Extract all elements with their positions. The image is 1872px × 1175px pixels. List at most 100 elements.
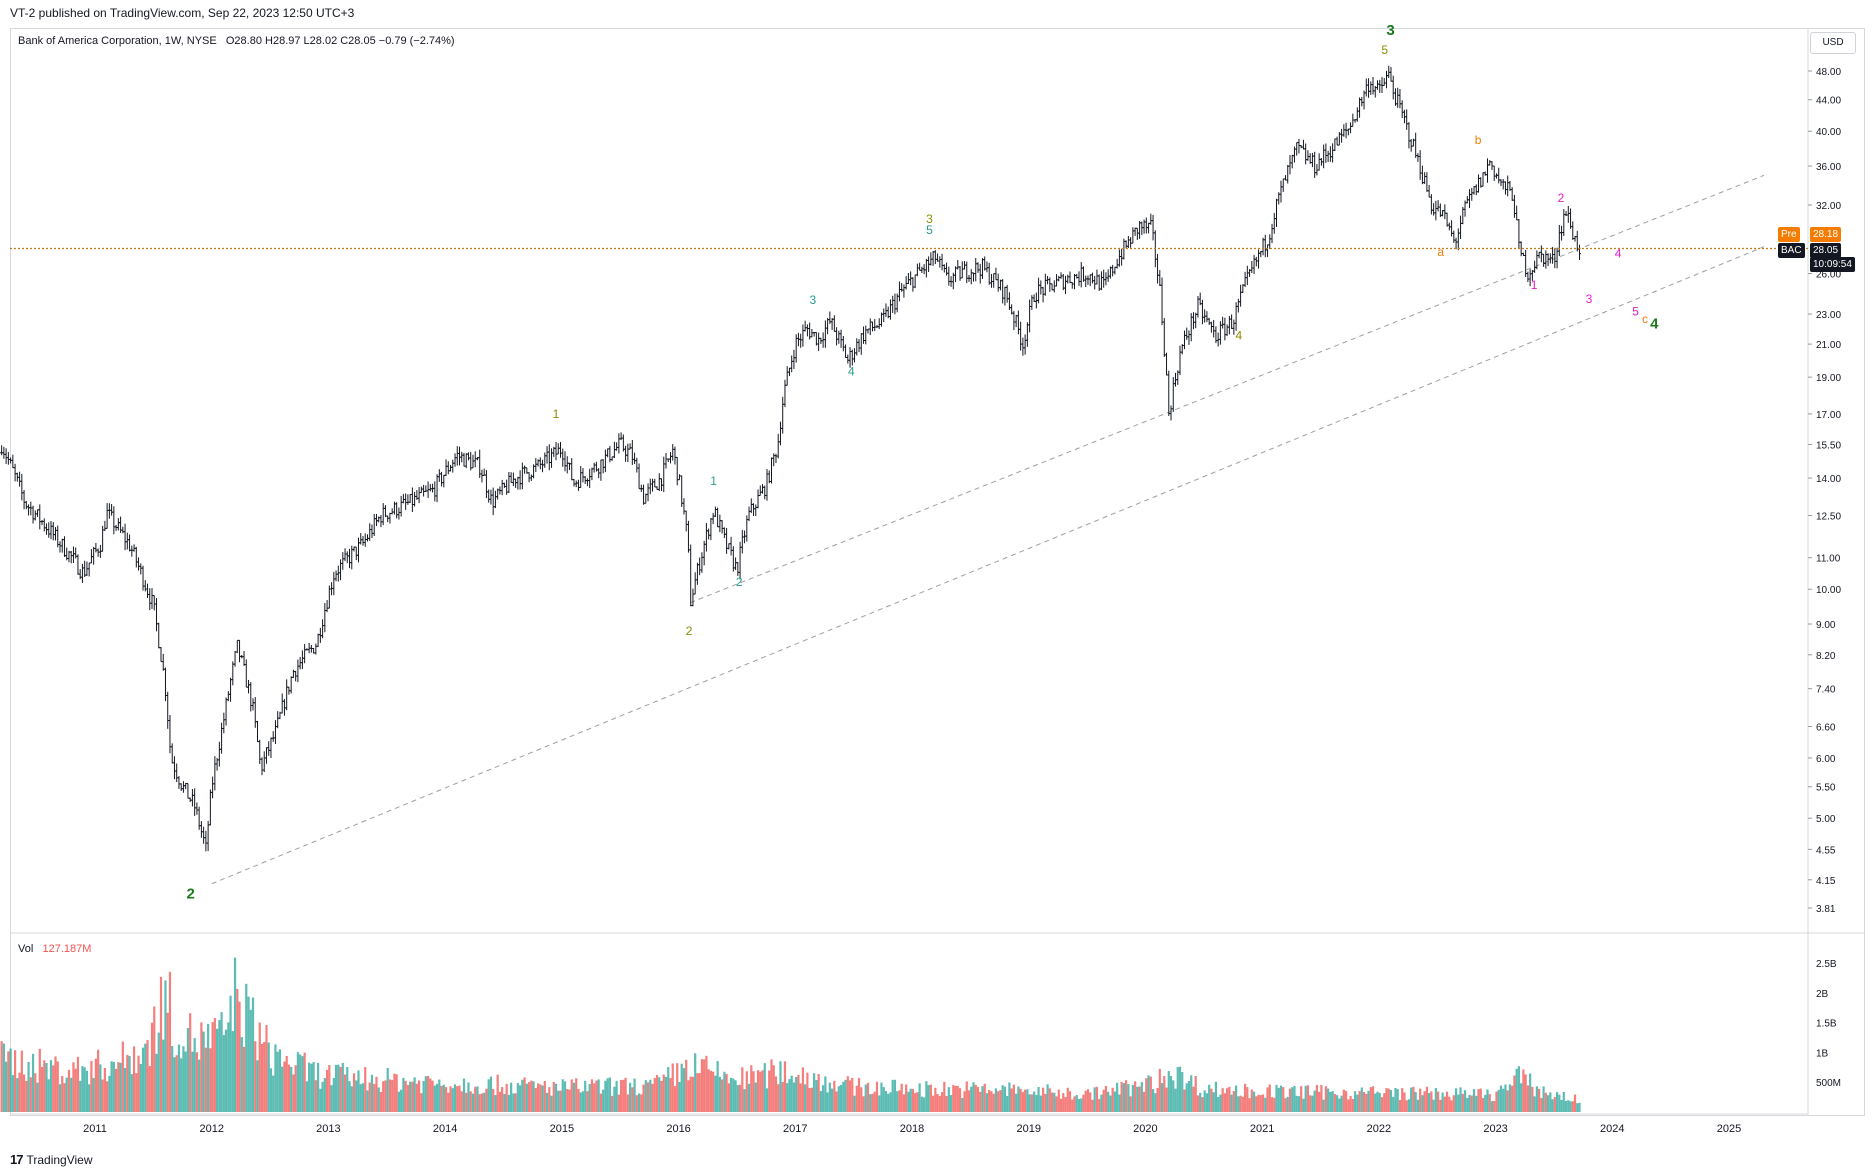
volume-bar — [213, 1018, 216, 1112]
volume-bar — [682, 1068, 686, 1112]
volume-bar — [519, 1085, 522, 1112]
volume-bar — [1252, 1091, 1256, 1112]
wave-label: 2 — [686, 624, 693, 638]
price-tick-label: 8.20 — [1816, 651, 1836, 662]
volume-bar — [1210, 1088, 1213, 1112]
volume-bar — [1336, 1095, 1339, 1112]
trendlines[interactable] — [211, 174, 1765, 885]
volume-bar — [1205, 1093, 1209, 1112]
volume-bar — [216, 1028, 219, 1112]
volume-bar — [431, 1080, 434, 1112]
volume-bar — [806, 1072, 809, 1112]
volume-bar — [388, 1079, 392, 1112]
time-axis[interactable]: 2011 2012 2013 2014 2015 2016 2017 2018 2019 2020… — [83, 1123, 1741, 1135]
volume-bar — [83, 1067, 86, 1112]
volume-bar — [409, 1081, 412, 1112]
volume-bar — [725, 1073, 728, 1112]
volume-bar — [128, 1056, 131, 1112]
volume-bar — [29, 1077, 32, 1112]
volume-bar — [1511, 1085, 1514, 1112]
volume-bar — [1515, 1068, 1518, 1112]
wave-label: 2 — [736, 575, 743, 589]
volume-bar — [106, 1081, 109, 1112]
volume-bar — [1414, 1092, 1417, 1112]
volume-bar — [680, 1063, 683, 1112]
volume-bar — [759, 1071, 762, 1112]
volume-bar — [1232, 1091, 1235, 1112]
volume-bar — [1219, 1094, 1222, 1112]
volume-bar — [516, 1083, 519, 1112]
volume-bar — [159, 976, 163, 1112]
price-tick-label: 17.00 — [1816, 410, 1841, 421]
volume-legend[interactable]: Vol 127.187M — [18, 943, 91, 955]
currency-button[interactable]: USD — [1810, 32, 1856, 54]
volume-bar — [85, 1070, 89, 1112]
volume-bar — [1353, 1091, 1357, 1112]
volume-bar — [1008, 1082, 1011, 1112]
volume-bar — [1387, 1088, 1390, 1112]
volume-bar — [709, 1070, 712, 1112]
volume-bar — [1010, 1088, 1013, 1112]
volume-bar — [1311, 1095, 1314, 1112]
time-tick-label: 2018 — [900, 1123, 924, 1135]
volume-bar — [958, 1088, 962, 1112]
volume-bar — [561, 1079, 564, 1112]
volume-bar — [1282, 1087, 1285, 1112]
volume-bar — [292, 1074, 295, 1112]
price-tick-label: 23.00 — [1816, 310, 1841, 321]
volume-bar — [1457, 1094, 1460, 1112]
volume-bar — [640, 1094, 643, 1112]
volume-bar — [974, 1084, 977, 1112]
volume-bar — [608, 1077, 611, 1112]
volume-bar — [413, 1077, 416, 1112]
volume-bar — [489, 1076, 493, 1112]
volume-bar — [586, 1091, 589, 1112]
volume-bar — [889, 1092, 892, 1112]
volume-bar — [862, 1096, 865, 1112]
volume-bar — [1006, 1096, 1009, 1112]
volume-bar — [0, 1041, 3, 1112]
volume-bar — [1237, 1096, 1240, 1112]
wave-label: 4 — [848, 364, 855, 378]
volume-tick-label: 500M — [1816, 1078, 1841, 1089]
volume-bar — [1535, 1086, 1538, 1112]
volume-bar — [1243, 1083, 1247, 1112]
volume-bar — [700, 1059, 704, 1112]
price-tick-label: 11.00 — [1816, 554, 1841, 565]
volume-bar — [350, 1086, 353, 1112]
volume-bar — [945, 1095, 948, 1112]
volume-bar — [1322, 1099, 1325, 1112]
volume-bar — [997, 1091, 1000, 1112]
volume-bar — [1235, 1085, 1238, 1112]
volume-bar — [732, 1078, 735, 1112]
volume-bar — [884, 1091, 888, 1112]
volume-bar — [61, 1075, 64, 1112]
volume-bar — [1546, 1095, 1550, 1112]
volume-bar — [534, 1088, 537, 1112]
pre-market-tag: Pre — [1778, 227, 1800, 242]
tradingview-footer[interactable]: 17 TradingView — [10, 1152, 93, 1167]
volume-bar — [804, 1084, 807, 1112]
price-tick-label: 14.00 — [1816, 474, 1841, 485]
price-axis[interactable]: 48.00 44.00 40.00 36.00 32.00 26.00 23.00 21.00… — [1808, 67, 1841, 915]
volume-bar — [902, 1094, 906, 1112]
price-bars[interactable] — [0, 65, 1582, 852]
volume-bar — [1030, 1094, 1033, 1112]
volume-bar — [296, 1052, 300, 1112]
volume-bar — [177, 1044, 181, 1112]
volume-bar — [786, 1083, 789, 1112]
volume-bar — [1425, 1086, 1428, 1112]
volume-bar — [918, 1083, 921, 1112]
volume-bar — [736, 1085, 739, 1112]
volume-bar — [577, 1088, 580, 1112]
wave-label: c — [1642, 312, 1648, 326]
volume-bar — [1172, 1080, 1175, 1112]
volume-bar — [180, 1058, 183, 1112]
volume-bar — [422, 1080, 425, 1112]
volume-bar — [597, 1079, 600, 1112]
volume-bar — [1448, 1096, 1451, 1112]
time-tick-label: 2020 — [1133, 1123, 1157, 1135]
symbol-legend[interactable]: Bank of America Corporation, 1W, NYSE O2… — [18, 35, 455, 47]
